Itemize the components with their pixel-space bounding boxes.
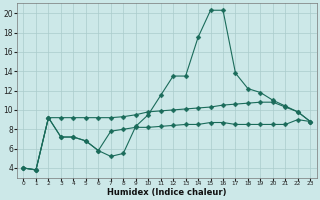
- X-axis label: Humidex (Indice chaleur): Humidex (Indice chaleur): [107, 188, 227, 197]
